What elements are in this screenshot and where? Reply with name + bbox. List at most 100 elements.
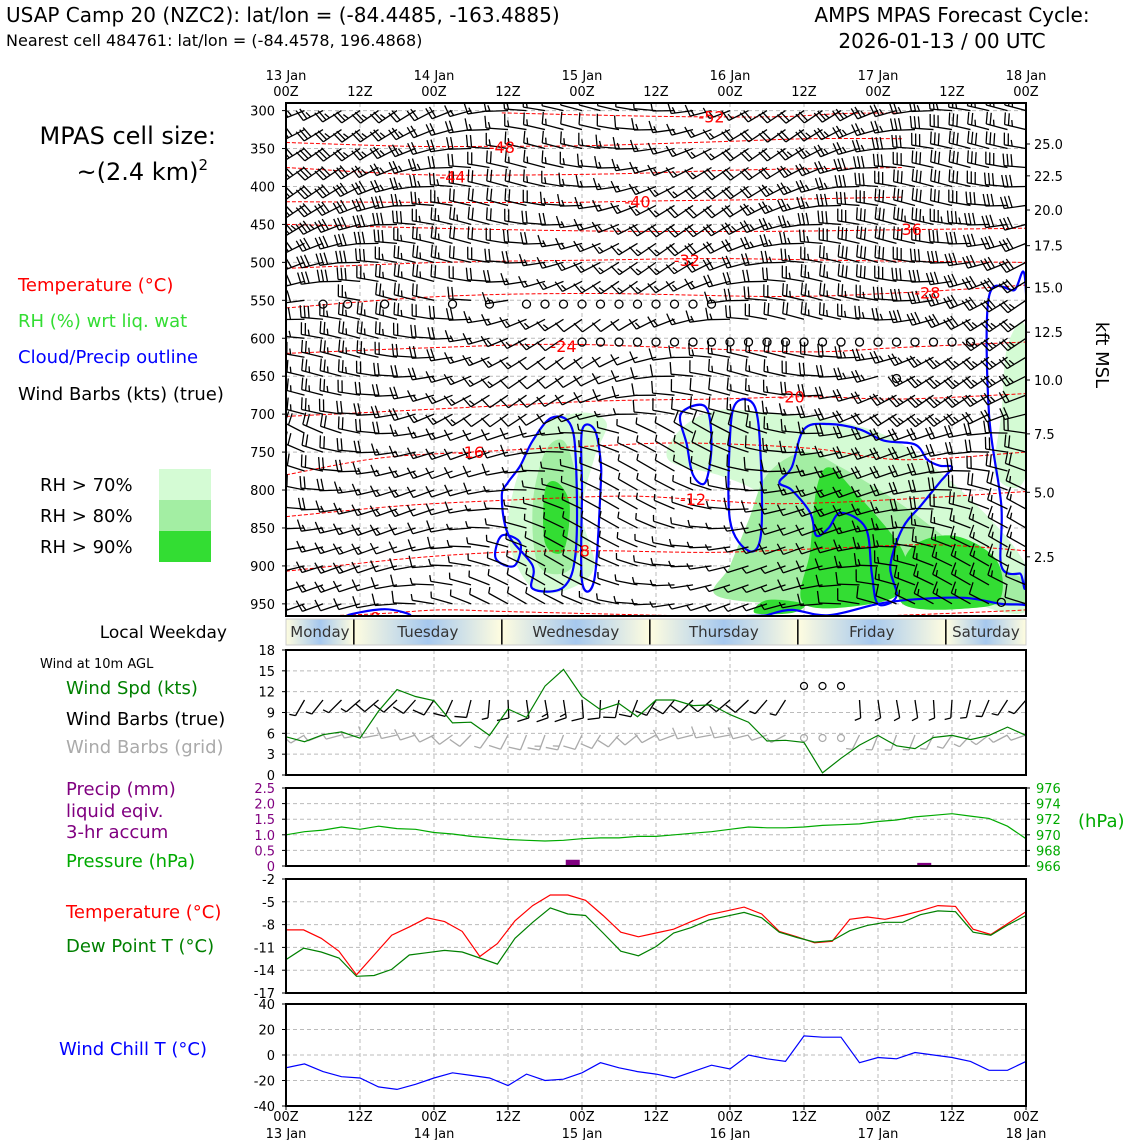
wind-barb xyxy=(854,172,879,188)
wind-barb xyxy=(615,103,638,112)
barb-feather xyxy=(823,165,829,172)
barb-feather xyxy=(761,167,771,178)
barb-staff xyxy=(582,318,601,333)
barb-feather xyxy=(749,206,755,213)
barb-feather xyxy=(722,272,728,285)
barb-feather xyxy=(357,528,363,535)
barb-staff xyxy=(448,545,472,548)
wind-barb xyxy=(1005,564,1026,586)
barb-feather xyxy=(684,126,692,138)
barb-feather xyxy=(687,519,691,527)
barb-staff xyxy=(561,413,583,423)
barb-feather xyxy=(761,201,770,213)
barb-feather xyxy=(704,544,709,551)
barb-feather xyxy=(851,370,858,383)
wind-barb xyxy=(541,170,564,188)
wind-barb xyxy=(740,500,768,513)
wind-barb xyxy=(480,413,509,428)
barb-feather xyxy=(782,301,785,314)
kft-tick-label: 12.5 xyxy=(1034,326,1063,341)
barb-feather xyxy=(983,172,987,185)
barb-feather xyxy=(501,251,506,264)
barb-feather xyxy=(687,225,698,235)
wind-barb xyxy=(908,269,934,283)
barb-feather xyxy=(345,366,347,374)
weekday-label: Saturday xyxy=(952,623,1020,641)
barb-staff xyxy=(764,351,786,358)
barb-feather xyxy=(841,227,844,240)
barb-feather xyxy=(687,260,696,271)
barb-feather xyxy=(841,157,847,170)
barb-feather xyxy=(960,716,967,719)
barb-feather xyxy=(499,316,507,328)
barb-staff xyxy=(286,432,287,434)
wind-barb xyxy=(869,465,897,479)
barb-staff xyxy=(727,565,749,574)
barb-feather xyxy=(843,310,847,318)
wind-barb xyxy=(967,111,990,131)
barb-staff xyxy=(654,422,675,434)
barb-feather xyxy=(286,290,292,303)
wind-barb xyxy=(467,187,490,207)
barb-feather xyxy=(726,454,729,467)
barb-feather xyxy=(852,536,857,549)
barb-staff xyxy=(619,280,638,295)
barb-feather xyxy=(654,434,658,442)
barb-feather xyxy=(987,420,991,433)
barb-feather xyxy=(271,350,272,356)
barb-feather xyxy=(777,579,784,591)
wind-barb xyxy=(354,248,379,264)
barb-staff xyxy=(412,527,435,535)
barb-feather xyxy=(326,385,329,393)
wind-barb xyxy=(372,421,398,435)
wind-barb xyxy=(333,502,361,515)
barb-staff xyxy=(524,536,546,548)
barb-feather xyxy=(320,566,326,573)
barb-feather xyxy=(767,205,773,212)
wind-barb xyxy=(776,147,805,161)
barb-feather xyxy=(893,206,896,219)
barb-feather xyxy=(928,396,938,406)
barb-staff xyxy=(506,573,527,586)
wind-barb xyxy=(578,440,601,453)
barb-feather xyxy=(743,186,753,197)
barb-feather xyxy=(340,400,343,414)
barb-feather xyxy=(950,543,956,556)
barb-feather xyxy=(739,170,750,181)
barb-feather xyxy=(970,112,974,126)
wind-barb xyxy=(369,163,398,177)
barb-staff xyxy=(662,699,676,715)
barb-feather xyxy=(888,310,894,323)
barb-feather xyxy=(925,427,932,440)
barb-feather xyxy=(727,288,732,301)
barb-feather xyxy=(875,506,880,513)
barb-feather xyxy=(305,434,309,447)
barb-staff xyxy=(561,481,583,491)
wind-barb xyxy=(505,532,527,548)
barb-feather xyxy=(784,381,787,395)
wind-barb xyxy=(430,244,453,263)
barb-staff xyxy=(430,580,453,586)
barb-feather xyxy=(398,199,403,207)
wind-barb xyxy=(925,292,953,307)
barb-feather xyxy=(801,383,806,397)
wind-barb xyxy=(580,529,601,548)
barb-feather xyxy=(591,284,602,295)
barb-feather xyxy=(500,272,506,285)
barb-feather xyxy=(632,399,635,413)
temperature-contour-label: -12 xyxy=(680,490,706,509)
calm-wind-marker xyxy=(854,337,865,347)
top-hour-label: 00Z xyxy=(717,85,743,100)
surface-wind-barb xyxy=(893,699,901,722)
barb-feather xyxy=(278,581,284,592)
barb-staff xyxy=(695,734,712,739)
wind-barb xyxy=(705,522,731,530)
wind-barb xyxy=(709,431,731,453)
barb-feather xyxy=(647,142,654,155)
barb-feather xyxy=(634,187,640,194)
wind-barb xyxy=(665,185,694,199)
panel-tick-label: -11 xyxy=(254,941,275,956)
wind-barb xyxy=(375,282,398,301)
barb-feather xyxy=(743,149,753,160)
barb-feather xyxy=(767,340,770,353)
